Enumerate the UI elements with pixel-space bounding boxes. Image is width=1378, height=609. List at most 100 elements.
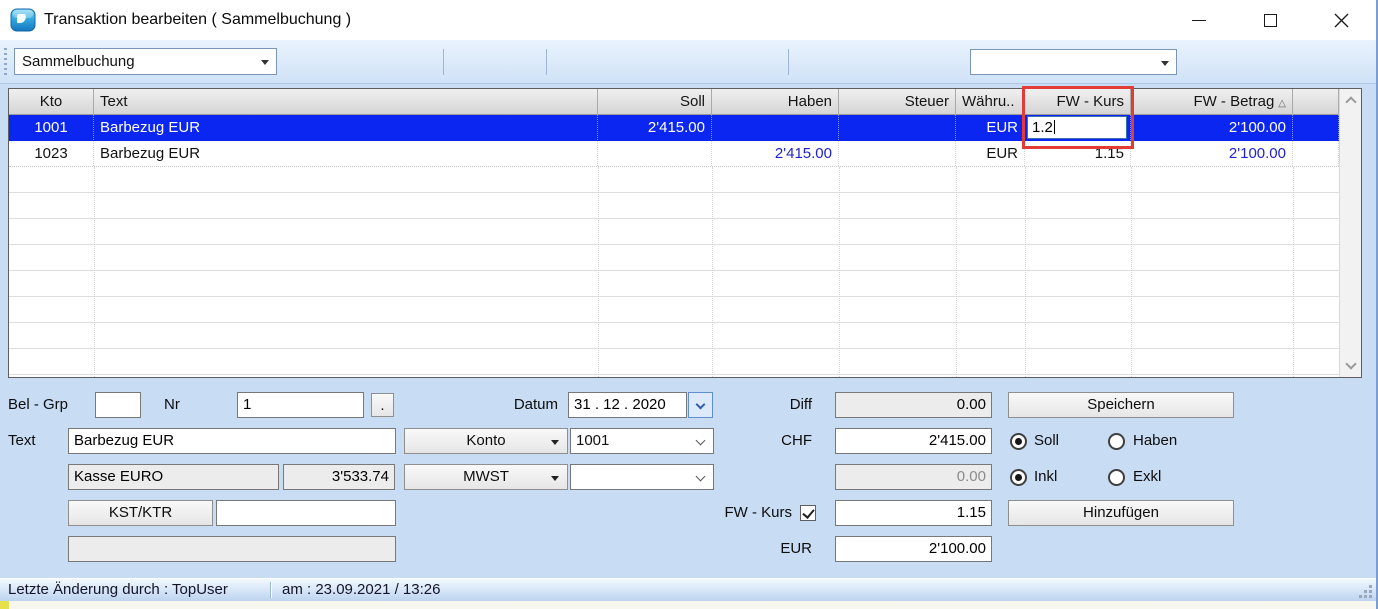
table-row[interactable]: 1023 Barbezug EUR 2'415.00 EUR 1.15 2'10…: [9, 141, 1361, 167]
template-combobox[interactable]: [970, 49, 1177, 75]
fw-kurs-checkbox[interactable]: [800, 505, 816, 521]
chevron-down-icon: [261, 60, 269, 65]
cell-steuer[interactable]: [839, 115, 956, 140]
haben-radio[interactable]: [1108, 433, 1125, 450]
cell-filler: [1293, 115, 1339, 140]
cell-text[interactable]: Barbezug EUR: [94, 141, 598, 166]
background-window-chip: [0, 601, 9, 609]
table-row[interactable]: 1001 Barbezug EUR 2'415.00 EUR 1.2 2'100…: [9, 115, 1361, 141]
cell-kto[interactable]: 1023: [9, 141, 94, 166]
grid-line: [956, 167, 957, 377]
grid-line: [598, 167, 599, 377]
status-bar: Letzte Änderung durch : TopUser am : 23.…: [0, 578, 1376, 601]
hinzufuegen-button[interactable]: Hinzufügen: [1008, 500, 1234, 526]
datum-dropdown-button[interactable]: [688, 392, 713, 418]
cell-fw-betrag[interactable]: 2'100.00: [1131, 115, 1293, 140]
column-header-waehrung[interactable]: Währu..: [956, 89, 1025, 115]
empty-rows-area: [9, 167, 1361, 377]
cell-kto[interactable]: 1001: [9, 115, 94, 140]
account-name-field: Kasse EURO: [68, 464, 279, 490]
diff-label: Diff: [789, 396, 812, 413]
soll-radio[interactable]: [1010, 433, 1027, 450]
konto-menu-button[interactable]: Konto: [404, 428, 568, 454]
haben-radio-label[interactable]: Haben: [1133, 432, 1178, 449]
nr-label: Nr: [164, 396, 180, 413]
fw-kurs-cell-editor[interactable]: 1.2: [1027, 116, 1127, 139]
konto-combo-value: 1001: [576, 432, 610, 449]
scroll-up-icon[interactable]: [1345, 96, 1357, 108]
column-label: FW - Betrag: [1193, 93, 1275, 110]
text-field[interactable]: Barbezug EUR: [68, 428, 396, 454]
extra-readonly-field: [68, 536, 396, 562]
mwst-combobox[interactable]: [570, 464, 714, 490]
title-bar: Transaktion bearbeiten ( Sammelbuchung ): [0, 0, 1376, 40]
cell-waehrung[interactable]: EUR: [956, 141, 1025, 166]
status-last-change: Letzte Änderung durch : TopUser: [8, 581, 228, 598]
column-header-fw-betrag[interactable]: FW - Betrag △: [1131, 89, 1293, 115]
chf-field[interactable]: 2'415.00: [835, 428, 992, 454]
exkl-radio[interactable]: [1108, 469, 1125, 486]
inkl-radio[interactable]: [1010, 469, 1027, 486]
cell-steuer[interactable]: [839, 141, 956, 166]
soll-radio-label[interactable]: Soll: [1034, 432, 1060, 449]
cell-haben[interactable]: [712, 115, 839, 140]
column-header-kto[interactable]: Kto: [9, 89, 94, 115]
datum-field[interactable]: 31 . 12 . 2020: [568, 392, 687, 418]
cell-text[interactable]: Barbezug EUR: [94, 115, 598, 140]
eur-field[interactable]: 2'100.00: [835, 536, 992, 562]
mwst-amount-field: 0.00: [835, 464, 992, 490]
chevron-down-icon: [551, 440, 559, 445]
close-button[interactable]: [1318, 5, 1364, 35]
minimize-button[interactable]: [1176, 5, 1222, 35]
bel-grp-field[interactable]: [95, 392, 141, 418]
cell-soll[interactable]: [598, 141, 712, 166]
column-header-fw-kurs[interactable]: FW - Kurs: [1025, 89, 1131, 115]
vertical-scrollbar[interactable]: [1339, 89, 1361, 377]
grid-line: [839, 167, 840, 377]
kst-ktr-field[interactable]: [216, 500, 396, 526]
cell-fw-kurs[interactable]: 1.2: [1025, 115, 1131, 140]
cell-haben[interactable]: 2'415.00: [712, 141, 839, 166]
dot-button[interactable]: .: [371, 393, 394, 417]
chevron-down-icon: [695, 435, 706, 446]
konto-combobox[interactable]: 1001: [570, 428, 714, 454]
kst-ktr-button[interactable]: KST/KTR: [68, 500, 213, 526]
scroll-down-icon[interactable]: [1345, 358, 1357, 370]
minimize-icon: [1192, 19, 1206, 21]
exkl-radio-label[interactable]: Exkl: [1133, 468, 1162, 485]
nr-field[interactable]: 1: [237, 392, 364, 418]
mwst-menu-button[interactable]: MWST: [404, 464, 568, 490]
grid-line: [712, 167, 713, 377]
eur-label: EUR: [780, 540, 812, 557]
cell-fw-betrag[interactable]: 2'100.00: [1131, 141, 1293, 166]
text-label: Text: [8, 432, 36, 449]
account-balance-field: 3'533.74: [283, 464, 395, 490]
grid-line: [1293, 167, 1294, 377]
resize-grip[interactable]: [1359, 585, 1372, 598]
cell-waehrung[interactable]: EUR: [956, 115, 1025, 140]
inkl-radio-label[interactable]: Inkl: [1034, 468, 1058, 485]
booking-type-combobox[interactable]: Sammelbuchung: [14, 48, 277, 75]
toolbar-grip[interactable]: [4, 48, 7, 76]
mwst-button-label: MWST: [463, 468, 509, 485]
booking-type-value: Sammelbuchung: [22, 53, 135, 70]
column-header-haben[interactable]: Haben: [712, 89, 839, 115]
status-timestamp: am : 23.09.2021 / 13:26: [282, 581, 441, 598]
column-header-soll[interactable]: Soll: [598, 89, 712, 115]
maximize-icon: [1263, 13, 1277, 27]
grid-line: [1131, 167, 1132, 377]
toolbar-separator: [546, 49, 547, 75]
cell-soll[interactable]: 2'415.00: [598, 115, 712, 140]
column-header-text[interactable]: Text: [94, 89, 598, 115]
bel-grp-label: Bel - Grp: [8, 396, 69, 413]
speichern-button[interactable]: Speichern: [1008, 392, 1234, 418]
maximize-button[interactable]: [1247, 5, 1293, 35]
grid-line: [1025, 167, 1026, 377]
column-header-steuer[interactable]: Steuer: [839, 89, 956, 115]
fw-kurs-field[interactable]: 1.15: [835, 500, 992, 526]
chevron-down-icon: [695, 471, 706, 482]
transactions-table: Kto Text Soll Haben Steuer Währu.. FW - …: [8, 88, 1362, 378]
cell-fw-kurs[interactable]: 1.15: [1025, 141, 1131, 166]
column-header-filler: [1293, 89, 1339, 115]
